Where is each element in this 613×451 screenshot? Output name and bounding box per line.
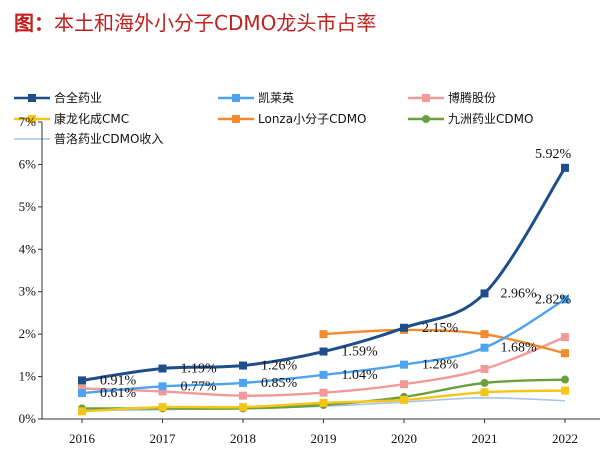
- series-1: [78, 295, 569, 398]
- plot-area: [78, 163, 569, 416]
- legend-label: Lonza小分子CDMO: [258, 112, 367, 126]
- data-point: [561, 333, 569, 342]
- legend-label: 凯莱英: [258, 91, 294, 105]
- y-tick-label: 6%: [19, 156, 37, 171]
- data-label: 2.82%: [535, 292, 572, 307]
- data-point: [239, 378, 247, 387]
- legend-item-5: 九洲药业CDMO: [408, 112, 533, 126]
- data-point: [480, 289, 489, 298]
- title-text: 本土和海外小分子CDMO龙头市占率: [54, 11, 377, 35]
- y-tick-label: 5%: [19, 199, 37, 214]
- legend-item-1: 凯莱英: [218, 91, 294, 105]
- series-3: [78, 386, 569, 416]
- legend-swatch-marker: [28, 94, 36, 102]
- y-axis: 0% 1% 2% 3% 4% 5% 6% 7%: [19, 114, 43, 426]
- data-label: 1.28%: [422, 358, 459, 373]
- data-point: [158, 387, 167, 396]
- series-2: [78, 333, 569, 400]
- legend-item-3: 康龙化成CMC: [14, 111, 129, 126]
- y-tick-label: 2%: [19, 326, 37, 341]
- data-point: [561, 163, 569, 172]
- data-point: [400, 360, 408, 369]
- data-point: [400, 380, 408, 389]
- data-point: [239, 403, 247, 412]
- data-point: [319, 388, 328, 397]
- series-line: [81, 298, 566, 395]
- y-tick-label: 3%: [19, 284, 37, 299]
- data-point: [480, 378, 489, 387]
- y-tick-label: 0%: [19, 411, 37, 426]
- data-label: 0.85%: [261, 376, 298, 391]
- data-point: [78, 384, 86, 393]
- data-point: [480, 343, 489, 352]
- legend-swatch-marker: [422, 115, 430, 123]
- x-tick-label: 2016: [69, 431, 96, 446]
- data-point: [319, 330, 328, 339]
- data-point: [78, 376, 86, 385]
- data-point: [158, 364, 167, 373]
- data-labels: 0.91% 1.19% 1.26% 1.59% 2.15% 2.96% 5.92% 0.61%…: [100, 147, 572, 401]
- legend-label: 普洛药业CDMO收入: [54, 131, 163, 146]
- x-tick-label: 2020: [391, 431, 417, 446]
- data-point: [158, 382, 167, 391]
- legend-label: 九洲药业CDMO: [448, 112, 533, 126]
- y-tick-label: 4%: [19, 241, 37, 256]
- data-point: [561, 375, 569, 384]
- legend-swatch-marker: [232, 115, 240, 123]
- legend-swatch-marker: [422, 94, 430, 102]
- data-point: [319, 370, 328, 379]
- data-label: 2.96%: [501, 286, 538, 301]
- data-point: [480, 330, 489, 339]
- data-label: 1.59%: [342, 345, 379, 360]
- legend-label: 康龙化成CMC: [54, 111, 129, 126]
- data-point: [319, 398, 328, 407]
- data-point: [561, 349, 569, 358]
- data-point: [480, 388, 489, 397]
- series-line: [323, 328, 566, 355]
- data-label: 1.04%: [342, 368, 379, 383]
- legend-item-6: 普洛药业CDMO收入: [14, 131, 163, 146]
- data-label: 1.68%: [501, 341, 538, 356]
- data-label: 0.61%: [100, 386, 137, 401]
- data-label: 0.77%: [181, 379, 218, 394]
- data-point: [400, 395, 408, 404]
- x-axis: 2016 2017 2018 2019 2020 2021 2022: [42, 418, 600, 446]
- y-tick-label: 1%: [19, 369, 37, 384]
- data-label: 0.91%: [100, 373, 137, 388]
- legend-label: 合全药业: [54, 90, 102, 105]
- data-point: [561, 295, 569, 304]
- x-tick-label: 2019: [311, 431, 337, 446]
- title-prefix: 图：: [14, 11, 54, 35]
- data-point: [400, 323, 408, 332]
- data-label: 1.19%: [181, 362, 218, 377]
- y-tick-label: 7%: [19, 114, 37, 129]
- series-0: [78, 163, 569, 385]
- data-point: [78, 389, 86, 398]
- data-label: 2.15%: [422, 321, 459, 336]
- data-label: 5.92%: [535, 147, 572, 162]
- legend-item-4: Lonza小分子CDMO: [218, 112, 367, 126]
- legend-label: 博腾股份: [448, 90, 496, 105]
- data-label: 1.26%: [261, 359, 298, 374]
- legend-item-2: 博腾股份: [408, 90, 496, 105]
- legend-swatch-marker: [232, 94, 240, 102]
- data-point: [158, 403, 167, 412]
- data-point: [561, 386, 569, 395]
- legend-swatch-marker: [28, 115, 36, 123]
- x-tick-label: 2018: [230, 431, 256, 446]
- data-point: [480, 364, 489, 373]
- data-point: [319, 347, 328, 356]
- data-point: [239, 361, 247, 370]
- chart-title: 图：本土和海外小分子CDMO龙头市占率: [14, 8, 376, 38]
- data-point: [239, 391, 247, 400]
- legend-item-0: 合全药业: [14, 90, 102, 105]
- x-tick-label: 2017: [150, 431, 177, 446]
- x-tick-label: 2022: [552, 431, 578, 446]
- data-point: [78, 407, 86, 416]
- x-tick-label: 2021: [472, 431, 498, 446]
